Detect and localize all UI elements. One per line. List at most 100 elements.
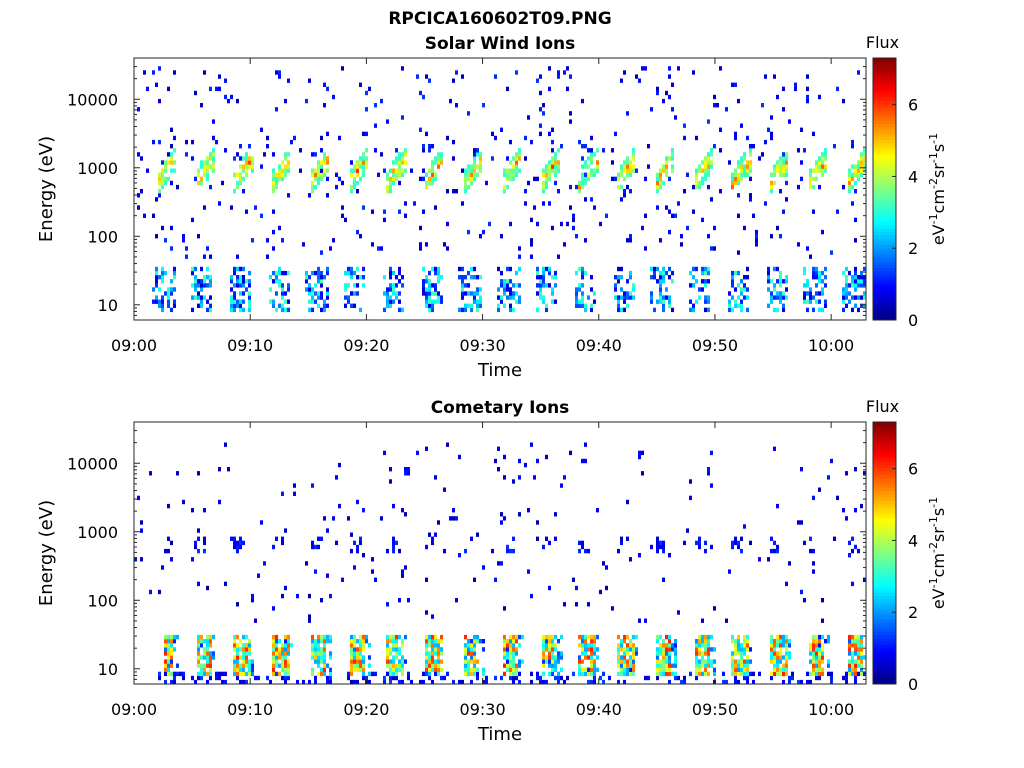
spectrogram-cell bbox=[698, 639, 701, 644]
spectrogram-cell bbox=[170, 279, 173, 284]
spectrogram-cell bbox=[233, 643, 236, 648]
spectrogram-cell bbox=[536, 176, 539, 182]
spectrogram-cell bbox=[521, 634, 524, 640]
spectrogram-cell bbox=[788, 119, 791, 124]
spectrogram-cell bbox=[821, 156, 824, 161]
spectrogram-cell bbox=[863, 160, 866, 165]
spectrogram-cell bbox=[284, 679, 287, 685]
colorbar-segment bbox=[873, 297, 896, 301]
spectrogram-cell bbox=[701, 639, 704, 644]
spectrogram-cell bbox=[311, 168, 314, 173]
spectrogram-cell bbox=[512, 679, 515, 685]
spectrogram-cell bbox=[557, 679, 560, 685]
spectrogram-cell bbox=[626, 156, 629, 161]
colorbar-segment bbox=[873, 516, 896, 521]
spectrogram-cell bbox=[401, 152, 404, 157]
spectrogram-cell bbox=[263, 561, 266, 566]
spectrogram-cell bbox=[248, 299, 251, 304]
colorbar-segment bbox=[873, 638, 896, 642]
spectrogram-cell bbox=[476, 675, 479, 681]
spectrogram-cell bbox=[401, 275, 404, 280]
spectrogram-cell bbox=[656, 548, 659, 554]
spectrogram-cell bbox=[284, 291, 287, 296]
spectrogram-cell bbox=[197, 291, 200, 296]
colorbar-segment bbox=[873, 520, 896, 524]
spectrogram-cell bbox=[434, 266, 437, 272]
spectrogram-cell bbox=[779, 283, 782, 288]
spectrogram-cell bbox=[680, 234, 683, 239]
spectrogram-cell bbox=[776, 266, 779, 272]
spectrogram-cell bbox=[857, 671, 860, 677]
colorbar-tick-label: 6 bbox=[908, 460, 918, 479]
spectrogram-cell bbox=[632, 164, 635, 169]
spectrogram-cell bbox=[392, 160, 395, 165]
spectrogram-cell bbox=[719, 127, 722, 132]
spectrogram-cell bbox=[812, 184, 815, 190]
spectrogram-cell bbox=[299, 148, 302, 153]
spectrogram-cell bbox=[656, 176, 659, 182]
spectrogram-cell bbox=[326, 160, 329, 165]
spectrogram-cell bbox=[554, 164, 557, 169]
spectrogram-cell bbox=[200, 287, 203, 292]
spectrogram-cell bbox=[389, 184, 392, 190]
spectrogram-cell bbox=[845, 279, 848, 284]
spectrogram-cell bbox=[356, 659, 359, 664]
spectrogram-cell bbox=[803, 266, 806, 272]
spectrogram-cell bbox=[704, 160, 707, 165]
spectrogram-cell bbox=[662, 544, 665, 550]
spectrogram-cell bbox=[278, 225, 281, 231]
spectrogram-cell bbox=[659, 634, 662, 640]
spectrogram-cell bbox=[548, 540, 551, 546]
spectrogram-cell bbox=[386, 634, 389, 640]
spectrogram-cell bbox=[344, 217, 347, 223]
spectrogram-cell bbox=[548, 168, 551, 173]
spectrogram-cell bbox=[431, 172, 434, 177]
spectrogram-cell bbox=[236, 634, 239, 640]
spectrogram-cell bbox=[857, 164, 860, 169]
spectrogram-cell bbox=[737, 213, 740, 218]
spectrogram-cell bbox=[746, 663, 749, 668]
spectrogram-cell bbox=[818, 160, 821, 165]
spectrogram-cell bbox=[821, 287, 824, 292]
spectrogram-cell bbox=[662, 270, 665, 276]
spectrogram-cell bbox=[854, 172, 857, 177]
spectrogram-cell bbox=[197, 279, 200, 284]
spectrogram-cell bbox=[860, 283, 863, 288]
spectrogram-cell bbox=[713, 225, 716, 231]
spectrogram-cell bbox=[200, 643, 203, 648]
spectrogram-cell bbox=[779, 160, 782, 165]
spectrogram-cell bbox=[308, 593, 311, 599]
spectrogram-cell bbox=[203, 655, 206, 660]
spectrogram-cell bbox=[770, 279, 773, 284]
spectrogram-cell bbox=[848, 651, 851, 656]
x-tick-label: 09:30 bbox=[460, 336, 506, 355]
colorbar-segment bbox=[873, 598, 896, 603]
spectrogram-cell bbox=[863, 164, 866, 169]
spectrogram-cell bbox=[512, 667, 515, 672]
spectrogram-cell bbox=[470, 307, 473, 313]
spectrogram-cell bbox=[818, 168, 821, 173]
spectrogram-cell bbox=[476, 659, 479, 664]
spectrogram-cell bbox=[704, 172, 707, 177]
spectrogram-cell bbox=[737, 164, 740, 169]
spectrogram-cell bbox=[308, 287, 311, 292]
spectrogram-cell bbox=[770, 659, 773, 664]
spectrogram-cell bbox=[206, 659, 209, 664]
spectrogram-cell bbox=[503, 516, 506, 521]
spectrogram-cell bbox=[389, 651, 392, 656]
spectrogram-cell bbox=[767, 557, 770, 562]
spectrogram-cell bbox=[398, 598, 401, 603]
spectrogram-cell bbox=[209, 86, 212, 92]
spectrogram-cell bbox=[854, 663, 857, 668]
spectrogram-cell bbox=[674, 651, 677, 656]
spectrogram-cell bbox=[731, 283, 734, 288]
spectrogram-cell bbox=[200, 295, 203, 300]
spectrogram-cell bbox=[737, 270, 740, 276]
spectrogram-cell bbox=[620, 655, 623, 660]
colorbar-segment bbox=[873, 559, 896, 564]
colorbar-segment bbox=[873, 231, 896, 236]
spectrogram-cell bbox=[632, 168, 635, 173]
spectrogram-cell bbox=[266, 254, 269, 259]
spectrogram-cell bbox=[812, 647, 815, 652]
spectrogram-cell bbox=[425, 74, 428, 79]
